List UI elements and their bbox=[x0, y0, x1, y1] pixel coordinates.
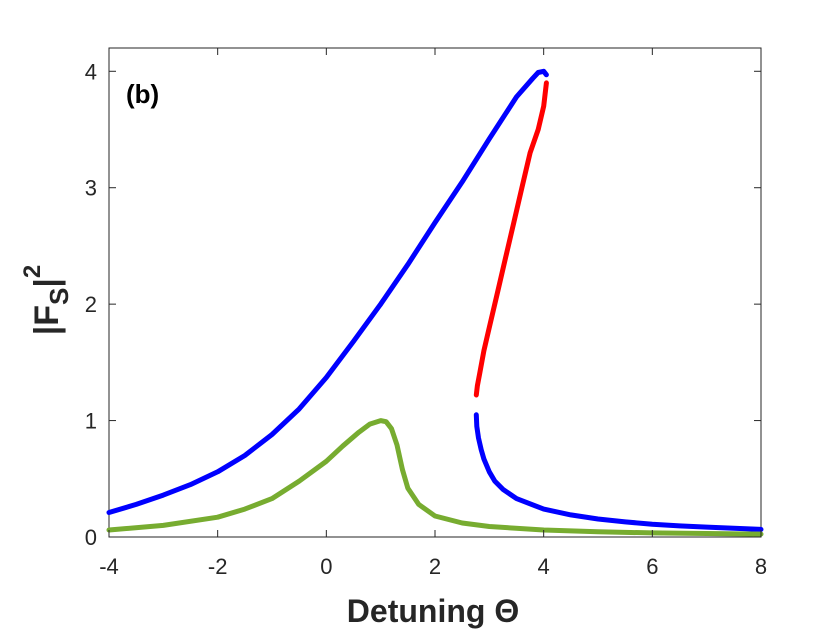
panel-label: (b) bbox=[126, 79, 159, 109]
x-tick-label: 2 bbox=[429, 554, 441, 579]
x-tick-label: 0 bbox=[320, 554, 332, 579]
x-tick-label: -2 bbox=[208, 554, 228, 579]
series-line-0 bbox=[106, 68, 549, 515]
y-axis-label: |FS|2 bbox=[19, 265, 74, 336]
y-tick-label: 2 bbox=[85, 292, 97, 317]
x-tick-label: 6 bbox=[646, 554, 658, 579]
x-axis-label: Detuning Θ bbox=[347, 593, 519, 629]
x-tick-label: 4 bbox=[538, 554, 550, 579]
x-tick-label: -4 bbox=[99, 554, 119, 579]
y-tick-label: 4 bbox=[85, 59, 97, 84]
y-axis-label-main: |F bbox=[28, 305, 66, 335]
y-tick-label: 1 bbox=[85, 409, 97, 434]
y-tick-label: 3 bbox=[85, 176, 97, 201]
y-axis-label-sup: 2 bbox=[19, 265, 46, 278]
y-tick-label: 0 bbox=[85, 525, 97, 550]
y-axis-label-close: | bbox=[28, 278, 66, 288]
x-tick-label: 8 bbox=[755, 554, 767, 579]
series-line-1 bbox=[473, 80, 549, 398]
svg-text:|FS|2: |FS|2 bbox=[19, 265, 74, 336]
y-axis-label-sub: S bbox=[44, 288, 74, 305]
series-layer bbox=[106, 68, 764, 537]
ticks-layer: -4 -2 0 2 4 6 8 0 1 2 3 4 bbox=[85, 48, 767, 579]
plot-border bbox=[108, 47, 762, 538]
series-line-2 bbox=[473, 412, 764, 532]
plot-frame bbox=[108, 47, 762, 538]
